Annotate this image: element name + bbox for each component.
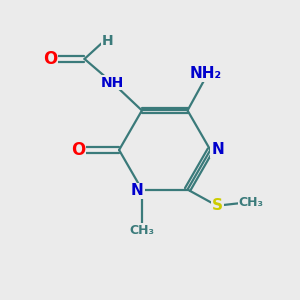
Text: O: O <box>71 141 85 159</box>
Text: CH₃: CH₃ <box>238 196 263 209</box>
Text: NH₂: NH₂ <box>189 66 221 81</box>
Text: S: S <box>212 198 223 213</box>
Text: O: O <box>43 50 57 68</box>
Text: N: N <box>211 142 224 158</box>
Text: N: N <box>131 184 144 199</box>
Text: NH: NH <box>101 76 124 89</box>
Text: H: H <box>102 34 113 48</box>
Text: CH₃: CH₃ <box>129 224 155 237</box>
